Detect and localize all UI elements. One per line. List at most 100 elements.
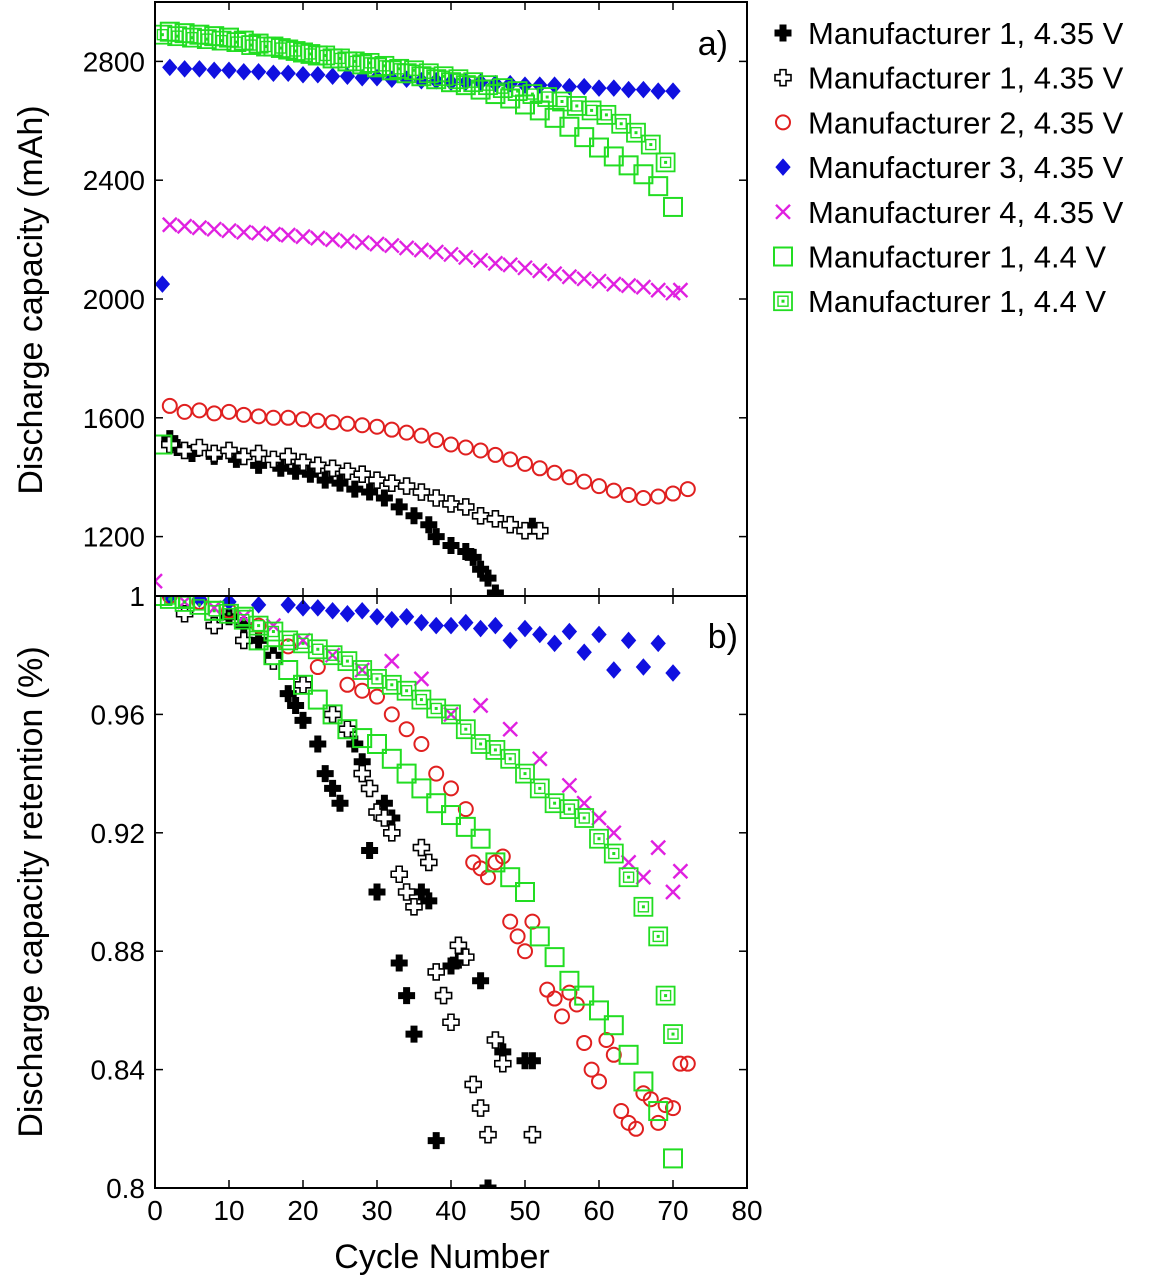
data-point	[672, 1055, 689, 1072]
data-point	[426, 793, 447, 814]
data-point	[472, 619, 489, 638]
y-tick-label: 0.84	[91, 1055, 146, 1086]
data-point	[539, 981, 556, 998]
panel-a-data-layer	[155, 21, 696, 596]
x-tick-label: 50	[509, 1195, 540, 1226]
data-point	[413, 613, 430, 632]
data-point	[398, 721, 415, 738]
data-point	[420, 853, 438, 872]
data-point	[515, 882, 535, 902]
data-point	[398, 424, 415, 441]
data-point	[650, 488, 667, 505]
data-point	[368, 471, 386, 489]
data-point	[458, 613, 474, 632]
data-point	[390, 498, 408, 516]
data-point	[339, 233, 356, 249]
data-point	[620, 854, 637, 871]
data-point	[591, 810, 607, 826]
data-point	[264, 450, 283, 469]
legend-label: Manufacturer 2, 4.35 V	[808, 105, 1124, 140]
data-point	[441, 805, 461, 826]
data-point	[427, 1132, 445, 1150]
data-point	[443, 246, 459, 263]
series-6	[159, 596, 683, 1044]
data-point	[191, 402, 208, 419]
data-point	[339, 67, 356, 86]
data-point	[279, 447, 297, 466]
y-tick-label: 2800	[83, 46, 145, 77]
data-point	[383, 653, 400, 669]
panel-a-label: a)	[698, 25, 728, 63]
data-point	[309, 735, 327, 753]
x-axis-title: Cycle Number	[334, 1238, 549, 1276]
data-point	[383, 824, 401, 842]
data-point	[360, 779, 379, 798]
data-point	[633, 164, 654, 185]
data-point	[367, 734, 387, 754]
data-point	[434, 986, 453, 1005]
data-point	[322, 704, 343, 725]
data-point	[280, 409, 297, 426]
data-point	[338, 462, 357, 481]
data-point	[633, 896, 654, 917]
data-point	[309, 456, 327, 475]
legend-item: Manufacturer 1, 4.35 V	[774, 61, 1124, 96]
data-point	[279, 685, 297, 703]
data-point	[413, 736, 430, 752]
data-point	[515, 94, 535, 115]
data-point	[479, 1125, 497, 1144]
data-point	[531, 262, 548, 279]
data-point	[206, 61, 222, 80]
x-tick-label: 70	[657, 1195, 688, 1226]
data-point	[591, 478, 607, 495]
data-point	[295, 66, 311, 84]
series-4	[155, 216, 689, 589]
legend-item: Manufacturer 4, 4.35 V	[775, 195, 1124, 230]
data-point	[324, 231, 341, 248]
data-point	[405, 507, 423, 525]
data-point	[293, 42, 313, 63]
data-point	[554, 1008, 570, 1025]
data-point	[161, 397, 178, 414]
panel-b-y-axis-title: Discharge capacity retention (%)	[12, 646, 50, 1137]
data-point	[390, 954, 408, 972]
data-point	[295, 228, 311, 245]
series-0	[220, 608, 541, 1188]
data-point	[307, 689, 328, 710]
data-point	[361, 842, 379, 860]
series-1	[161, 435, 549, 540]
data-point	[591, 1073, 607, 1090]
data-point	[605, 824, 622, 841]
data-point	[369, 607, 385, 626]
data-point	[368, 883, 386, 901]
data-point	[443, 436, 459, 453]
y-tick-label: 0.96	[91, 699, 146, 730]
data-point	[591, 625, 607, 644]
data-point	[648, 1101, 669, 1122]
legend-marker	[774, 24, 792, 42]
x-tick-label: 80	[731, 1195, 762, 1226]
data-point	[648, 176, 669, 197]
data-point	[375, 489, 393, 507]
data-point	[369, 688, 385, 705]
data-point	[287, 462, 305, 480]
data-point	[396, 763, 417, 784]
series-6	[155, 24, 676, 173]
data-point	[294, 453, 312, 472]
data-point	[517, 455, 533, 472]
data-point	[663, 1024, 683, 1044]
data-point	[470, 828, 491, 849]
data-point	[155, 434, 173, 455]
data-point	[324, 779, 342, 797]
data-point	[381, 748, 402, 769]
data-point	[531, 521, 549, 540]
data-point	[412, 483, 431, 501]
data-point	[546, 76, 563, 94]
x-tick-label: 30	[361, 1195, 392, 1226]
data-point	[354, 602, 370, 620]
data-point	[162, 58, 178, 77]
data-point	[428, 432, 445, 449]
data-point	[515, 763, 535, 784]
legend-marker	[774, 68, 792, 87]
legend-marker	[775, 158, 791, 176]
